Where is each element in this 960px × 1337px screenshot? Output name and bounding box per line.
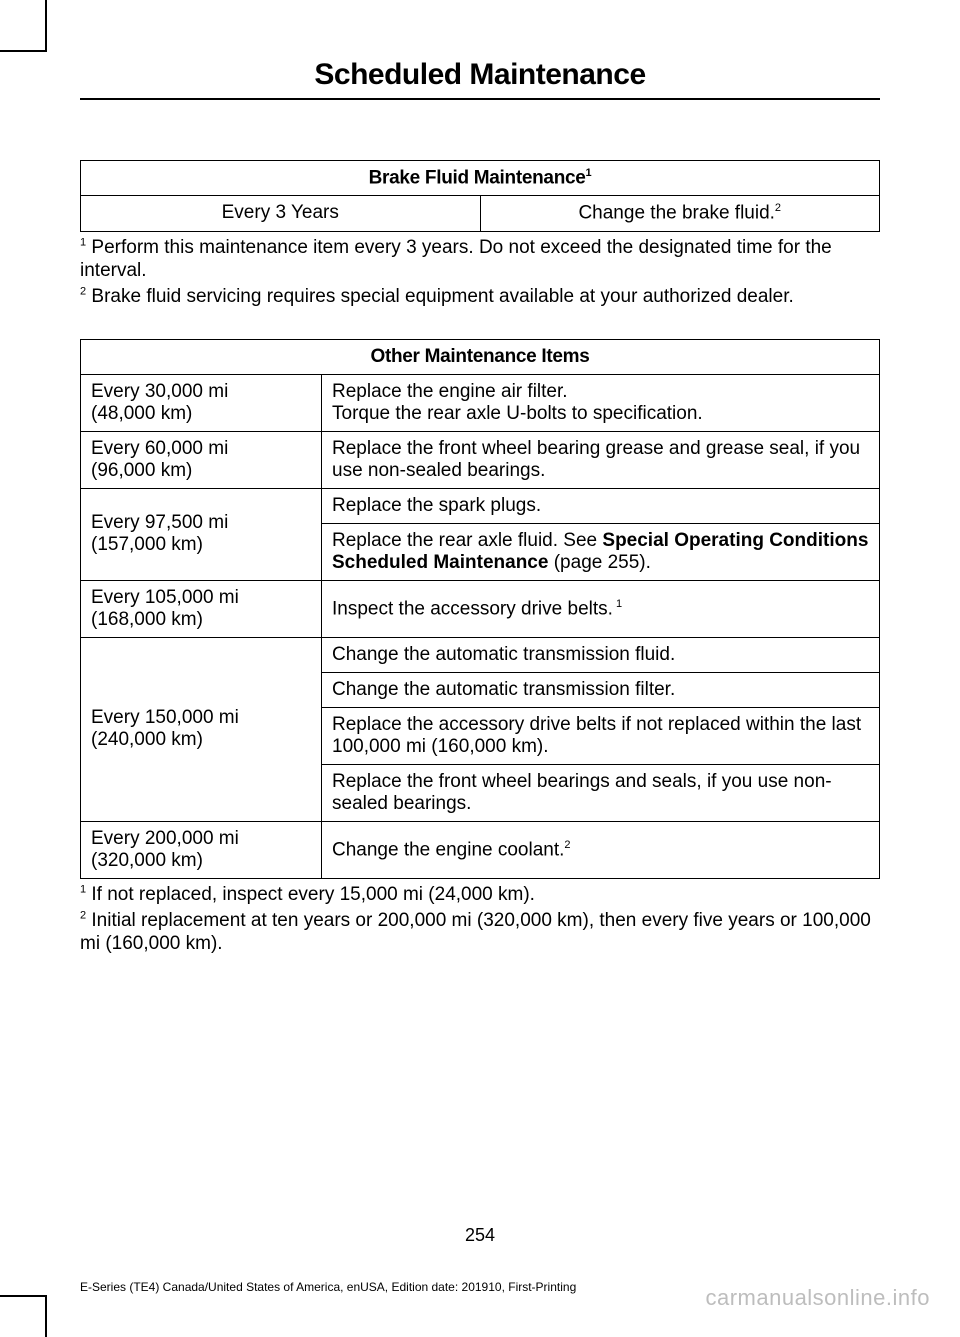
table-header-row: Brake Fluid Maintenance1 [81, 161, 880, 196]
interval-l2: (157,000 km) [91, 534, 203, 555]
task-text: Change the engine coolant. [332, 839, 564, 860]
other-maintenance-table: Other Maintenance Items Every 30,000 mi … [80, 339, 880, 879]
interval-l1: Every 97,500 mi [91, 512, 228, 533]
footnote-text: Perform this maintenance item every 3 ye… [80, 237, 832, 282]
spacer [80, 311, 880, 339]
interval-cell: Every 97,500 mi (157,000 km) [81, 488, 322, 580]
task-post: (page 255). [548, 552, 650, 573]
header-sup: 1 [586, 167, 592, 179]
interval-cell: Every 105,000 mi (168,000 km) [81, 580, 322, 637]
interval-cell: Every 3 Years [81, 196, 481, 231]
table-row: Every 150,000 mi (240,000 km) Change the… [81, 637, 880, 672]
footnote-text: If not replaced, inspect every 15,000 mi… [86, 884, 535, 905]
task-cell: Replace the spark plugs. [322, 488, 880, 523]
interval-l2: (96,000 km) [91, 460, 192, 481]
interval-l2: (320,000 km) [91, 850, 203, 871]
table-row: Every 97,500 mi (157,000 km) Replace the… [81, 488, 880, 523]
table-row: Every 105,000 mi (168,000 km) Inspect th… [81, 580, 880, 637]
other-maintenance-header: Other Maintenance Items [81, 339, 880, 374]
interval-l1: Every 30,000 mi [91, 381, 228, 402]
page-content: Scheduled Maintenance Brake Fluid Mainte… [80, 50, 880, 958]
footnote-1: 1 Perform this maintenance item every 3 … [80, 236, 880, 284]
title-rule [80, 98, 880, 100]
task-cell: Change the automatic transmission fluid. [322, 637, 880, 672]
page-number: 254 [80, 1225, 880, 1246]
table-row: Every 30,000 mi (48,000 km) Replace the … [81, 374, 880, 431]
task-l1: Replace the engine air filter. [332, 381, 568, 402]
interval-cell: Every 30,000 mi (48,000 km) [81, 374, 322, 431]
task-cell: Replace the front wheel bearings and sea… [322, 764, 880, 821]
task-cell: Change the automatic transmission filter… [322, 672, 880, 707]
footnote-2: 2 Brake fluid servicing requires special… [80, 285, 880, 309]
interval-l1: Every 150,000 mi [91, 707, 239, 728]
task-l2: Torque the rear axle U-bolts to specific… [332, 403, 703, 424]
task-cell: Inspect the accessory drive belts. 1 [322, 580, 880, 637]
task-cell: Replace the front wheel bearing grease a… [322, 431, 880, 488]
task-cell: Change the engine coolant.2 [322, 821, 880, 878]
table-header-row: Other Maintenance Items [81, 339, 880, 374]
interval-cell: Every 60,000 mi (96,000 km) [81, 431, 322, 488]
page-title: Scheduled Maintenance [80, 58, 880, 92]
task-text: Change the brake fluid. [578, 203, 774, 224]
footnote-text: Initial replacement at ten years or 200,… [80, 910, 871, 955]
task-sup: 2 [564, 839, 570, 851]
interval-cell: Every 200,000 mi (320,000 km) [81, 821, 322, 878]
table-row: Every 200,000 mi (320,000 km) Change the… [81, 821, 880, 878]
footnote-text: Brake fluid servicing requires special e… [86, 286, 794, 307]
interval-cell: Every 150,000 mi (240,000 km) [81, 637, 322, 821]
task-cell: Replace the engine air filter. Torque th… [322, 374, 880, 431]
task-cell: Replace the accessory drive belts if not… [322, 707, 880, 764]
interval-l1: Every 200,000 mi [91, 828, 239, 849]
brake-fluid-header: Brake Fluid Maintenance1 [81, 161, 880, 196]
table-row: Every 60,000 mi (96,000 km) Replace the … [81, 431, 880, 488]
interval-l2: (168,000 km) [91, 609, 203, 630]
task-cell: Change the brake fluid.2 [480, 196, 880, 231]
interval-l1: Every 60,000 mi [91, 438, 228, 459]
footnote-4: 2 Initial replacement at ten years or 20… [80, 909, 880, 957]
footnote-3: 1 If not replaced, inspect every 15,000 … [80, 883, 880, 907]
task-sup: 2 [775, 202, 781, 214]
interval-l2: (48,000 km) [91, 403, 192, 424]
brake-fluid-table: Brake Fluid Maintenance1 Every 3 Years C… [80, 160, 880, 232]
task-text: Inspect the accessory drive belts. [332, 598, 613, 619]
crop-mark-bottom-left [0, 1295, 47, 1337]
header-text: Brake Fluid Maintenance [369, 167, 586, 188]
watermark: carmanualsonline.info [705, 1285, 930, 1311]
task-pre: Replace the rear axle fluid. See [332, 530, 602, 551]
table-row: Every 3 Years Change the brake fluid.2 [81, 196, 880, 231]
interval-l1: Every 105,000 mi [91, 587, 239, 608]
crop-mark-top-left [0, 0, 47, 52]
task-cell: Replace the rear axle fluid. See Special… [322, 523, 880, 580]
interval-l2: (240,000 km) [91, 729, 203, 750]
task-sup: 1 [613, 598, 622, 610]
document-meta: E-Series (TE4) Canada/United States of A… [80, 1280, 576, 1294]
